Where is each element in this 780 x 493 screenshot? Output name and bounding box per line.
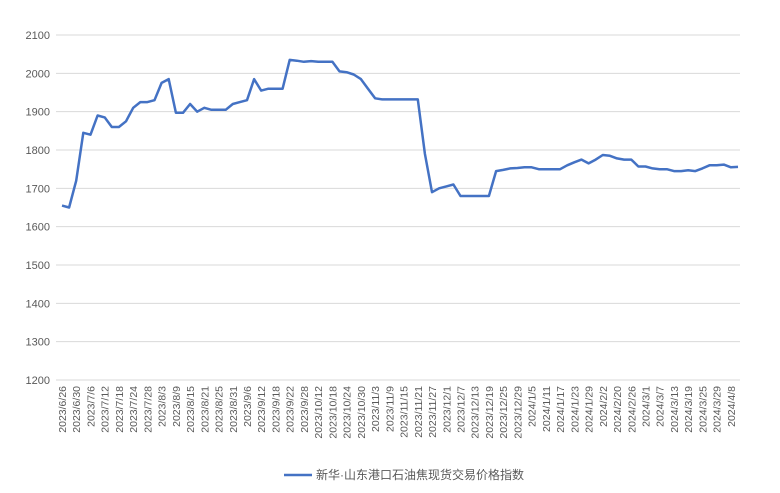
x-tick-label: 2023/12/19 [484, 386, 496, 439]
x-tick-label: 2023/10/18 [327, 386, 339, 439]
x-tick-label: 2024/1/17 [555, 386, 567, 433]
x-tick-label: 2023/11/27 [427, 386, 439, 438]
x-tick-label: 2023/12/25 [498, 386, 510, 439]
x-tick-label: 2023/7/28 [142, 386, 154, 433]
x-tick-label: 2023/9/28 [299, 386, 311, 433]
x-tick-label: 2023/10/30 [356, 386, 368, 439]
x-tick-label: 2024/3/13 [669, 386, 681, 433]
x-tick-label: 2023/12/7 [455, 386, 467, 433]
y-tick-label: 1600 [26, 222, 50, 234]
x-tick-label: 2024/3/25 [697, 386, 709, 433]
x-tick-label: 2023/8/25 [214, 386, 226, 433]
x-tick-label: 2023/11/3 [370, 386, 382, 432]
x-tick-label: 2023/11/15 [399, 386, 411, 438]
y-tick-label: 1900 [26, 107, 50, 119]
y-tick-label: 2000 [26, 68, 50, 80]
x-tick-label: 2024/1/29 [584, 386, 596, 433]
x-tick-label: 2023/7/18 [114, 386, 126, 433]
x-tick-label: 2024/3/19 [683, 386, 695, 433]
x-tick-label: 2023/10/24 [342, 386, 354, 439]
x-tick-label: 2024/4/8 [726, 386, 738, 427]
data-line [61, 58, 739, 209]
y-tick-label: 1200 [26, 375, 50, 387]
x-tick-label: 2023/11/9 [384, 386, 396, 432]
x-tick-label: 2023/9/6 [242, 386, 254, 427]
x-tick-label: 2024/3/29 [712, 386, 724, 433]
x-tick-label: 2023/8/15 [185, 386, 197, 433]
x-tick-label: 2024/3/7 [655, 386, 667, 427]
y-tick-label: 2100 [26, 30, 50, 42]
y-tick-label: 1700 [26, 183, 50, 195]
x-tick-label: 2023/11/21 [413, 386, 425, 438]
x-tick-label: 2023/12/1 [441, 386, 453, 433]
x-tick-label: 2024/1/11 [541, 386, 553, 432]
y-tick-label: 1400 [26, 298, 50, 310]
x-tick-label: 2024/2/20 [612, 386, 624, 433]
x-tick-label: 2023/12/13 [470, 386, 482, 439]
x-tick-label: 2023/8/31 [228, 386, 240, 433]
x-tick-label: 2023/9/12 [256, 386, 268, 433]
y-tick-label: 1800 [26, 145, 50, 157]
x-tick-label: 2024/2/2 [598, 386, 610, 427]
x-tick-label: 2023/9/18 [270, 386, 282, 433]
x-tick-label: 2023/9/22 [285, 386, 297, 433]
x-tick-label: 2024/3/1 [640, 386, 652, 427]
x-tick-label: 2023/8/9 [171, 386, 183, 427]
x-tick-label: 2023/6/30 [71, 386, 83, 433]
x-tick-label: 2023/6/26 [57, 386, 69, 433]
x-tick-label: 2024/2/26 [626, 386, 638, 433]
x-tick-label: 2023/8/3 [157, 386, 169, 427]
y-tick-label: 1500 [26, 260, 50, 272]
legend-label: 新华·山东港口石油焦现货交易价格指数 [316, 467, 524, 482]
x-tick-label: 2024/1/5 [527, 386, 539, 427]
x-tick-label: 2023/12/29 [512, 386, 524, 439]
x-tick-label: 2023/7/24 [128, 386, 140, 433]
y-tick-label: 1300 [26, 337, 50, 349]
x-tick-label: 2023/10/12 [313, 386, 325, 439]
x-tick-label: 2024/1/23 [569, 386, 581, 433]
x-tick-label: 2023/7/12 [100, 386, 112, 433]
x-tick-label: 2023/8/21 [199, 386, 211, 433]
x-tick-label: 2023/7/6 [85, 386, 97, 427]
